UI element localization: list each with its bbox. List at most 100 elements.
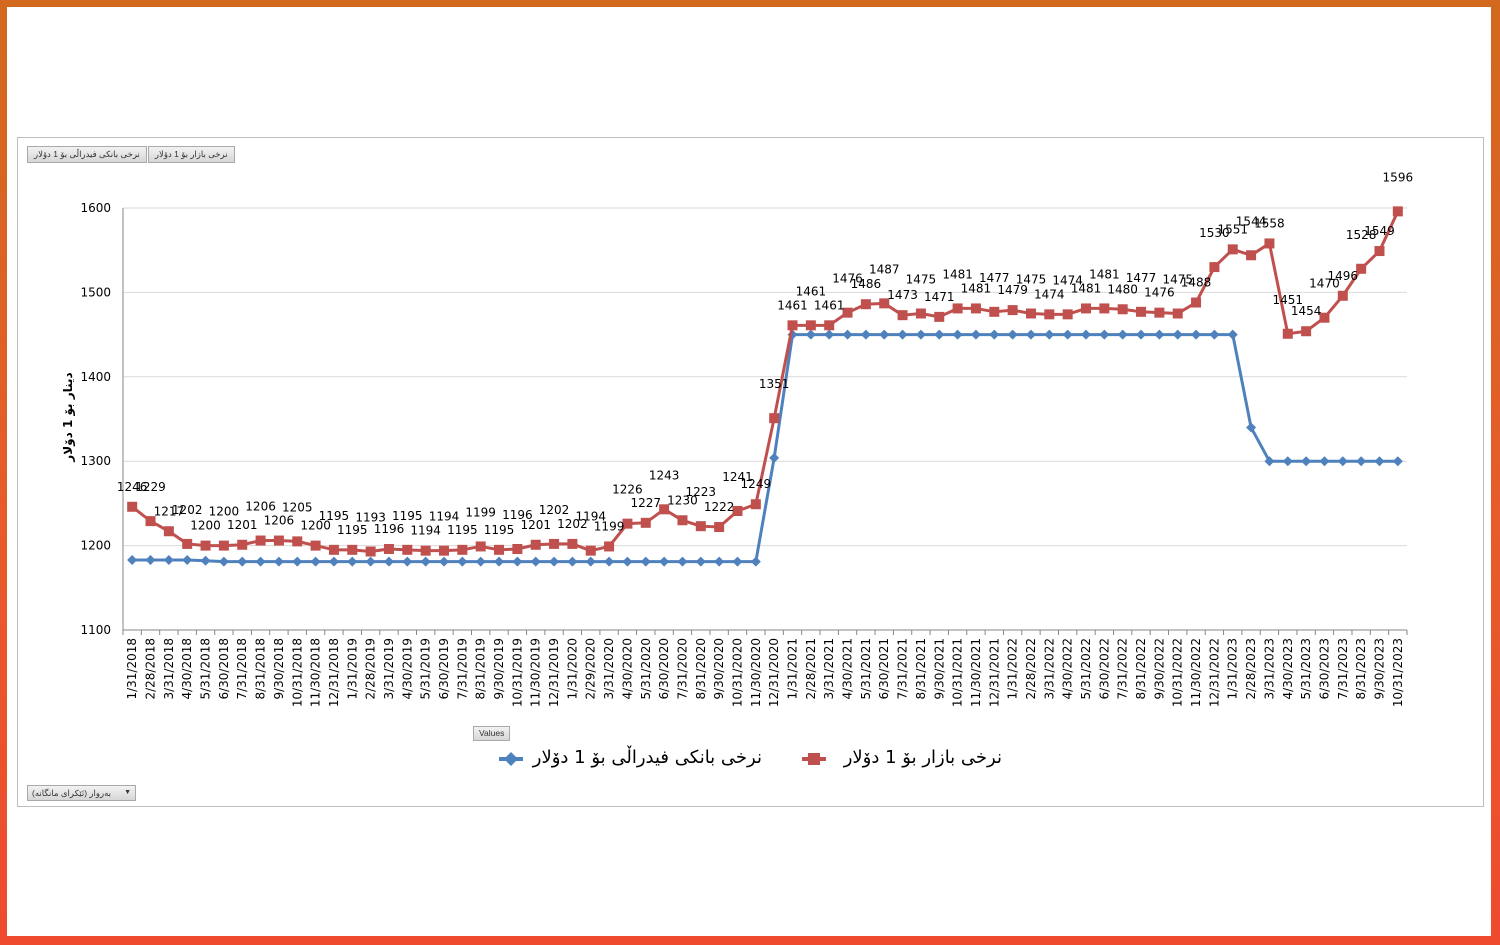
x-tick-label: 4/30/2021: [841, 638, 855, 700]
data-point-market: [457, 544, 468, 555]
legend-entry-bank[interactable]: نرخی بانکی فیدراڵی بۆ 1 دۆلار: [499, 745, 762, 768]
y-tick-labels: 1100 1200 1300 1400 1500 1600: [80, 201, 111, 637]
data-point-bank: [915, 329, 926, 340]
data-point-bank: [218, 556, 229, 567]
x-tick-label: 5/31/2019: [419, 638, 433, 700]
data-label: 1201: [520, 518, 551, 532]
y-tick-label: 1400: [80, 370, 111, 384]
data-label: 1226: [612, 483, 643, 497]
data-point-bank: [530, 556, 541, 567]
x-tick-label: 7/31/2019: [455, 638, 469, 700]
data-label: 1222: [704, 500, 735, 514]
x-tick-label: 5/31/2018: [199, 638, 213, 700]
data-point-market: [714, 522, 725, 533]
x-tick-label: 12/31/2019: [547, 638, 561, 707]
data-point-bank: [1099, 329, 1110, 340]
data-label: 1475: [906, 273, 937, 287]
data-point-bank: [1392, 456, 1403, 467]
x-tick-label: 1/31/2022: [1006, 638, 1020, 700]
data-label: 1549: [1364, 224, 1395, 238]
data-label: 1202: [539, 503, 570, 517]
data-point-bank: [163, 554, 174, 565]
data-label: 1454: [1291, 304, 1322, 318]
data-label: 1194: [410, 524, 441, 538]
data-point-bank: [1081, 329, 1091, 340]
data-label: 1193: [355, 511, 386, 525]
values-field-button[interactable]: Values: [473, 726, 511, 741]
data-point-market: [989, 306, 1000, 317]
x-tick-label: 8/31/2018: [254, 638, 268, 700]
data-label: 1249: [741, 477, 772, 491]
data-point-bank: [328, 556, 339, 567]
data-point-market: [310, 540, 321, 551]
x-tick-label: 4/30/2019: [400, 638, 414, 700]
data-label: 1199: [465, 505, 496, 519]
date-filter-label: بەروار (ئێکرای مانگانە): [32, 788, 112, 798]
data-point-bank: [1154, 329, 1165, 340]
data-point-bank: [1374, 456, 1385, 467]
x-tick-label: 11/30/2019: [529, 638, 543, 707]
data-point-bank: [127, 554, 138, 565]
data-label: 1477: [1126, 271, 1157, 285]
x-tick-labels: 1/31/2018 2/28/2018 3/31/2018 4/30/2018 5/31…: [122, 630, 1408, 707]
data-label: 1473: [887, 288, 918, 302]
data-point-market: [769, 413, 780, 424]
data-point-market: [732, 505, 743, 516]
field-button-market-rate[interactable]: نرخی بازار بۆ 1 دۆلار: [147, 146, 235, 163]
data-label: 1194: [575, 510, 606, 524]
x-tick-label: 12/31/2022: [1207, 638, 1221, 707]
y-axis-title: دینار بۆ 1 دۆلار: [61, 372, 76, 462]
x-tick-label: 12/31/2018: [327, 638, 341, 707]
x-tick-label: 10/31/2022: [1171, 638, 1185, 707]
data-point-market: [897, 310, 908, 321]
axes: دینار بۆ 1 دۆلار: [61, 208, 1407, 631]
data-label: 1243: [649, 468, 680, 482]
data-point-market: [1356, 263, 1367, 274]
data-label: 1475: [1162, 273, 1193, 287]
data-point-market: [475, 541, 486, 552]
x-tick-label: 8/31/2022: [1134, 638, 1148, 700]
data-label: 1474: [1034, 287, 1065, 301]
data-label: 1461: [777, 298, 808, 312]
data-point-market: [1319, 312, 1330, 323]
y-tick-label: 1100: [80, 623, 111, 637]
y-tick-label: 1500: [80, 285, 111, 299]
x-tick-label: 8/31/2019: [474, 638, 488, 700]
data-point-market: [1099, 303, 1110, 314]
data-label: 1223: [686, 485, 717, 499]
data-point-market: [1282, 328, 1293, 339]
data-point-market: [1264, 238, 1275, 249]
data-point-bank: [1246, 422, 1257, 433]
legend-entry-market[interactable]: نرخی بازار بۆ 1 دۆلار: [802, 747, 1002, 768]
date-filter-dropdown[interactable]: بەروار (ئێکرای مانگانە) ▼: [27, 785, 136, 801]
data-point-market: [145, 516, 156, 527]
data-point-market: [292, 536, 303, 547]
data-label: 1351: [759, 377, 790, 391]
data-point-market: [365, 546, 376, 557]
data-label: 1205: [282, 500, 313, 514]
data-label: 1528: [1346, 228, 1377, 242]
field-button-bank-rate[interactable]: نرخی بانکی فیدراڵی بۆ 1 دۆلار: [27, 146, 147, 163]
data-point-bank: [439, 556, 449, 567]
data-point-bank: [1007, 329, 1018, 340]
data-point-bank: [622, 556, 633, 567]
x-tick-label: 1/31/2020: [565, 638, 579, 700]
data-label: 1217: [154, 504, 185, 518]
data-label: 1195: [447, 523, 478, 537]
x-tick-label: 2/28/2021: [804, 638, 818, 700]
data-label: 1195: [392, 509, 423, 523]
data-point-market: [402, 544, 413, 555]
series: [127, 206, 1403, 567]
data-point-bank: [1191, 329, 1202, 340]
x-tick-label: 6/30/2021: [877, 638, 891, 700]
data-label: 1196: [502, 508, 533, 522]
data-point-bank: [970, 329, 981, 340]
data-point-market: [659, 504, 670, 515]
data-point-market: [1007, 305, 1018, 316]
data-point-bank: [1301, 456, 1312, 467]
data-point-bank: [1282, 456, 1293, 467]
data-point-market: [1117, 304, 1128, 315]
gridlines: [123, 207, 1407, 547]
data-point-bank: [769, 452, 780, 463]
data-point-market: [273, 535, 284, 546]
